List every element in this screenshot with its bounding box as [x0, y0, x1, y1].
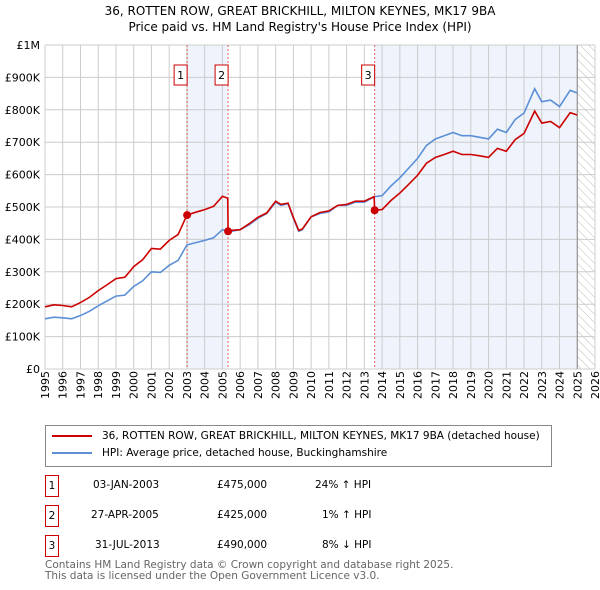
sale-point	[370, 206, 379, 215]
sale-date: 27-APR-2005	[91, 509, 159, 521]
sale-number-label: 3	[365, 69, 372, 82]
x-tick-label: 2005	[216, 371, 229, 399]
x-tick-label: 2006	[234, 371, 247, 399]
x-tick-label: 2002	[163, 371, 176, 399]
price-chart: 1995 1996 1997 1998 1999 2000 2001 2002 2003 2004…	[5, 39, 600, 399]
y-tick-label: £0	[26, 363, 40, 376]
y-tick-label: £900K	[5, 71, 41, 84]
sale-point	[224, 227, 233, 236]
property-price-line	[44, 109, 578, 308]
x-tick-label: 2004	[199, 371, 212, 399]
x-tick-label: 2013	[358, 371, 371, 399]
x-tick-label: 2024	[554, 371, 567, 399]
chart-title: 36, ROTTEN ROW, GREAT BRICKHILL, MILTON …	[104, 4, 496, 18]
y-tick-label: £700K	[5, 136, 41, 149]
x-tick-label: 2025	[571, 371, 584, 399]
x-tick-label: 2019	[465, 371, 478, 399]
x-tick-label: 2022	[518, 371, 531, 399]
hpi-line-swatch	[52, 452, 92, 454]
y-tick-label: £600K	[5, 169, 41, 182]
sale-price: £475,000	[217, 479, 268, 491]
x-tick-label: 2000	[128, 371, 141, 399]
x-tick-label: 1995	[39, 371, 52, 399]
y-tick-label: £500K	[5, 201, 41, 214]
marker-badge: 2	[45, 505, 59, 527]
y-tick-label: £400K	[5, 233, 41, 246]
x-tick-label: 2007	[252, 371, 265, 399]
sale-price: £490,000	[217, 539, 268, 551]
x-tick-label: 2016	[412, 371, 425, 399]
transaction-row: 1 03-JAN-2003 £475,000 24% ↑ HPI	[45, 475, 445, 497]
y-tick-label: £200K	[5, 298, 41, 311]
x-tick-label: 2023	[536, 371, 549, 399]
y-tick-label: £100K	[5, 331, 41, 344]
x-tick-label: 2015	[394, 371, 407, 399]
x-tick-label: 2018	[447, 371, 460, 399]
x-tick-label: 2008	[270, 371, 283, 399]
hpi-diff: 24% ↑ HPI	[315, 479, 372, 491]
x-tick-label: 1997	[74, 371, 87, 399]
chart-subtitle: Price paid vs. HM Land Registry's House …	[128, 20, 472, 34]
sale-point	[183, 211, 192, 220]
x-tick-label: 1999	[110, 371, 123, 399]
transaction-row: 2 27-APR-2005 £425,000 1% ↑ HPI	[45, 505, 445, 527]
x-tick-label: 1998	[92, 371, 105, 399]
sale-date: 03-JAN-2003	[93, 479, 160, 491]
x-tick-label: 1996	[57, 371, 70, 399]
x-tick-label: 2026	[589, 371, 600, 399]
y-tick-label: £800K	[5, 104, 41, 117]
sale-number-label: 2	[218, 69, 225, 82]
legend: 36, ROTTEN ROW, GREAT BRICKHILL, MILTON …	[45, 425, 552, 467]
sale-number-box	[214, 64, 229, 86]
legend-property: 36, ROTTEN ROW, GREAT BRICKHILL, MILTON …	[102, 430, 540, 442]
sale-number-box	[361, 64, 376, 86]
marker-badge: 3	[45, 535, 59, 557]
sale-date: 31-JUL-2013	[95, 539, 160, 551]
y-tick-label: £1M	[17, 39, 41, 52]
x-tick-label: 2003	[181, 371, 194, 399]
x-tick-label: 2009	[287, 371, 300, 399]
x-tick-label: 2017	[429, 371, 442, 399]
x-tick-label: 2012	[341, 371, 354, 399]
y-tick-label: £300K	[5, 266, 41, 279]
x-tick-label: 2010	[305, 371, 318, 399]
x-tick-label: 2021	[500, 371, 513, 399]
x-tick-label: 2020	[483, 371, 496, 399]
hpi-diff: 8% ↓ HPI	[322, 539, 372, 551]
legend-hpi: HPI: Average price, detached house, Buck…	[102, 447, 388, 459]
sale-number-label: 1	[177, 69, 184, 82]
x-tick-label: 2014	[376, 371, 389, 399]
property-line-swatch	[52, 435, 92, 437]
marker-badge: 1	[45, 475, 59, 497]
footer-licence: This data is licensed under the Open Gov…	[45, 570, 380, 582]
x-tick-label: 2001	[145, 371, 158, 399]
footer-copyright: Contains HM Land Registry data © Crown c…	[45, 559, 454, 571]
sale-number-box	[173, 64, 188, 86]
x-tick-label: 2011	[323, 371, 336, 399]
transaction-row: 3 31-JUL-2013 £490,000 8% ↓ HPI	[45, 535, 445, 557]
sale-price: £425,000	[217, 509, 268, 521]
hpi-diff: 1% ↑ HPI	[322, 509, 372, 521]
